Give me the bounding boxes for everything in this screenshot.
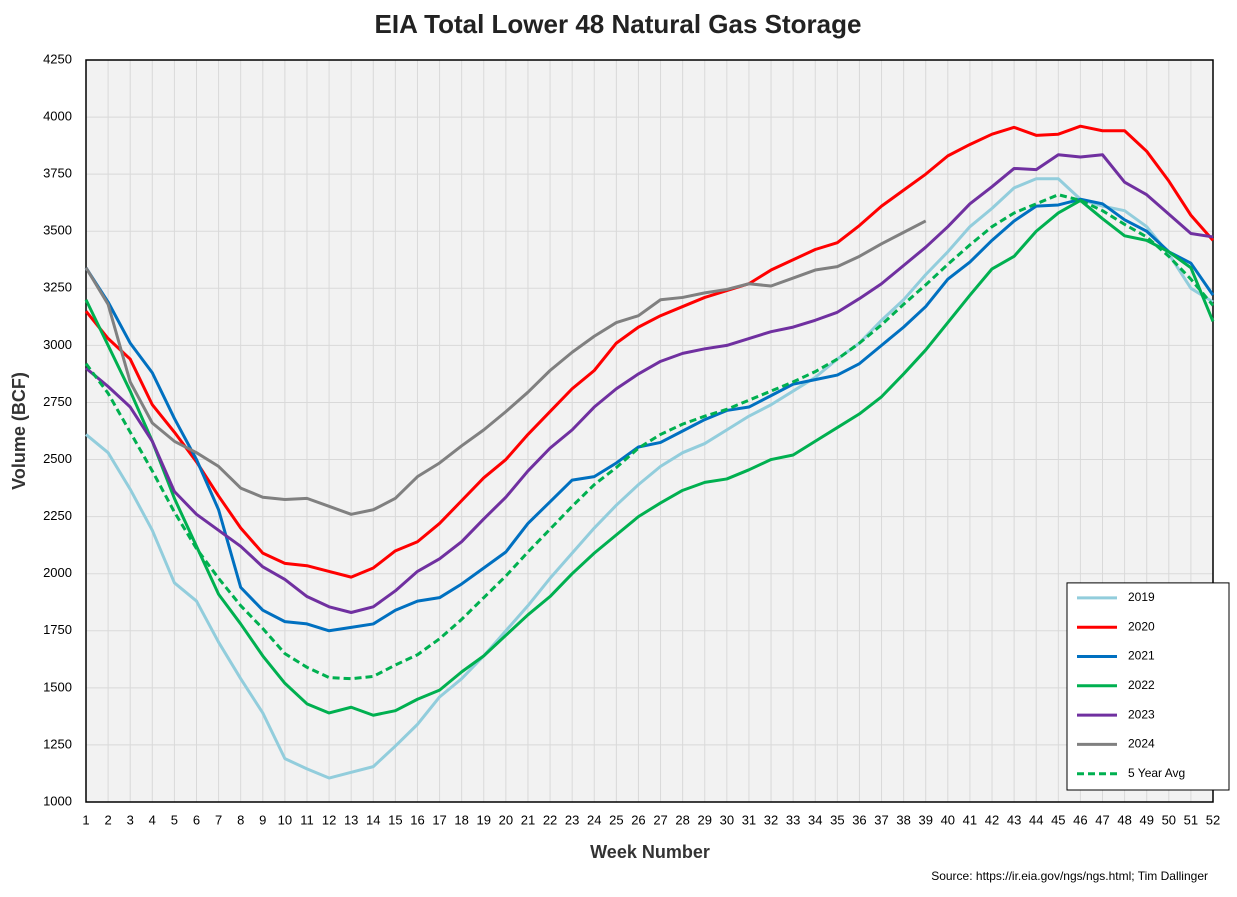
x-tick-label: 17 bbox=[432, 812, 446, 827]
x-tick-label: 7 bbox=[215, 812, 222, 827]
x-tick-label: 1 bbox=[82, 812, 89, 827]
x-tick-label: 8 bbox=[237, 812, 244, 827]
y-tick-label: 3500 bbox=[43, 223, 72, 238]
x-tick-label: 11 bbox=[300, 812, 314, 827]
x-tick-label: 15 bbox=[388, 812, 402, 827]
x-tick-label: 12 bbox=[322, 812, 336, 827]
x-tick-label: 26 bbox=[631, 812, 645, 827]
x-tick-label: 28 bbox=[675, 812, 689, 827]
source: Source: https://ir.eia.gov/ngs/ngs.html;… bbox=[931, 869, 1208, 883]
series-line bbox=[84, 193, 1215, 681]
x-tick-label: 34 bbox=[808, 812, 822, 827]
x-tick-label: 16 bbox=[410, 812, 424, 827]
x-tick-label: 31 bbox=[742, 812, 756, 827]
y-tick-label: 3250 bbox=[43, 280, 72, 295]
x-tick-label: 6 bbox=[193, 812, 200, 827]
series-line bbox=[84, 124, 1215, 579]
x-tick-label: 4 bbox=[149, 812, 156, 827]
x-tick-label: 41 bbox=[963, 812, 977, 827]
x-tick-label: 33 bbox=[786, 812, 800, 827]
x-tick-label: 9 bbox=[259, 812, 266, 827]
series-line bbox=[84, 198, 1215, 717]
x-tick-label: 44 bbox=[1029, 812, 1043, 827]
x-tick-label: 24 bbox=[587, 812, 601, 827]
y-tick-label: 3000 bbox=[43, 337, 72, 352]
y-tick-label: 2500 bbox=[43, 451, 72, 466]
x-tick-label: 25 bbox=[609, 812, 623, 827]
x-tick-label: 45 bbox=[1051, 812, 1065, 827]
chart-title: EIA Total Lower 48 Natural Gas Storage bbox=[375, 9, 862, 39]
y-tick-label: 1750 bbox=[43, 622, 72, 637]
y-tick-label: 4250 bbox=[43, 51, 72, 66]
x-tick-label: 30 bbox=[720, 812, 734, 827]
legend-label: 2024 bbox=[1128, 737, 1155, 751]
x-tick-label: 38 bbox=[896, 812, 910, 827]
series-line bbox=[84, 197, 1215, 633]
series-line bbox=[85, 153, 1214, 615]
legend: 2019 2020 2021 2022 2023 2024 5 Year Avg bbox=[1066, 582, 1230, 791]
y-tick-label: 1000 bbox=[43, 793, 72, 808]
x-tick-label: 10 bbox=[278, 812, 292, 827]
legend-label: 2019 bbox=[1128, 590, 1155, 604]
x-tick-label: 40 bbox=[941, 812, 955, 827]
x-tick-label: 42 bbox=[985, 812, 999, 827]
x-tick-label: 46 bbox=[1073, 812, 1087, 827]
x-tick-label: 35 bbox=[830, 812, 844, 827]
series-line bbox=[84, 219, 927, 516]
legend-label: 2023 bbox=[1128, 707, 1155, 721]
y-tick-label: 2000 bbox=[43, 565, 72, 580]
x-tick-label: 2 bbox=[104, 812, 111, 827]
x-tick-label: 49 bbox=[1139, 812, 1153, 827]
legend-label: 2021 bbox=[1128, 649, 1155, 663]
x-tick-label: 47 bbox=[1095, 812, 1109, 827]
x-tick-label: 27 bbox=[653, 812, 667, 827]
x-tick-label: 14 bbox=[366, 812, 380, 827]
x-tick-label: 22 bbox=[543, 812, 557, 827]
y-tick-label: 1500 bbox=[43, 679, 72, 694]
plot-area bbox=[86, 60, 1213, 802]
x-tick-label: 51 bbox=[1184, 812, 1198, 827]
x-tick-label: 29 bbox=[698, 812, 712, 827]
y-tick-label: 1250 bbox=[43, 736, 72, 751]
legend-label: 2022 bbox=[1128, 678, 1155, 692]
y-tick-label: 2750 bbox=[43, 394, 72, 409]
x-axis-label: Week Number bbox=[590, 842, 710, 862]
y-tick-label: 3750 bbox=[43, 166, 72, 181]
x-tick-label: 23 bbox=[565, 812, 579, 827]
y-axis-label: Volume (BCF) bbox=[9, 372, 29, 490]
x-tick-label: 19 bbox=[477, 812, 491, 827]
legend-label: 5 Year Avg bbox=[1128, 766, 1185, 780]
plot-border bbox=[85, 59, 1214, 803]
y-tick-label: 4000 bbox=[43, 109, 72, 124]
x-tick-label: 37 bbox=[874, 812, 888, 827]
x-tick-label: 52 bbox=[1206, 812, 1220, 827]
legend-label: 2020 bbox=[1128, 619, 1155, 633]
x-tick-label: 13 bbox=[344, 812, 358, 827]
x-tick-label: 32 bbox=[764, 812, 778, 827]
x-tick-label: 39 bbox=[918, 812, 932, 827]
x-tick-label: 48 bbox=[1117, 812, 1131, 827]
x-tick-label: 18 bbox=[454, 812, 468, 827]
series-line bbox=[85, 177, 1214, 780]
x-tick-label: 20 bbox=[499, 812, 513, 827]
x-tick-label: 50 bbox=[1162, 812, 1176, 827]
x-tick-label: 3 bbox=[127, 812, 134, 827]
x-tick-label: 43 bbox=[1007, 812, 1021, 827]
x-tick-label: 36 bbox=[852, 812, 866, 827]
x-tick-label: 21 bbox=[521, 812, 535, 827]
x-tick-label: 5 bbox=[171, 812, 178, 827]
y-tick-label: 2250 bbox=[43, 508, 72, 523]
